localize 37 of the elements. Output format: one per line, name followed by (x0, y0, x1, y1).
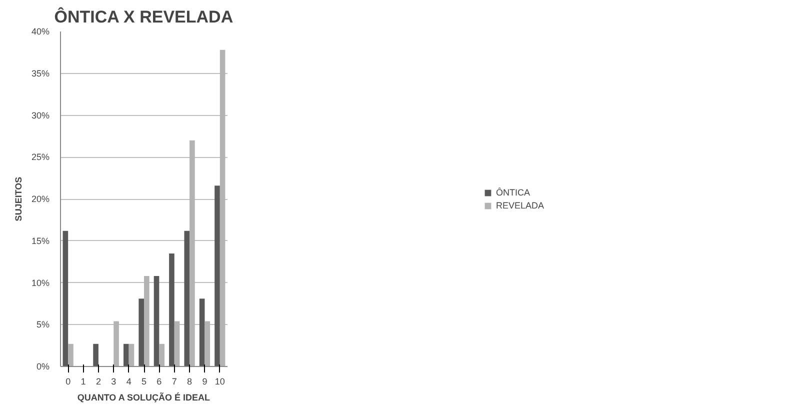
x-tick-label: 5 (141, 376, 147, 386)
bar (128, 344, 134, 366)
x-tick-label: 2 (96, 376, 101, 386)
bar (199, 298, 205, 366)
y-tick-label: 35% (31, 68, 50, 78)
y-tick-label: 30% (31, 110, 50, 120)
legend-label: REVELADA (496, 200, 544, 210)
bar (184, 230, 190, 366)
bar (154, 276, 160, 366)
x-axis-title: QUANTO A SOLUÇÃO É IDEAL (77, 392, 211, 402)
chart-title: ÔNTICA X REVELADA (54, 6, 234, 26)
x-tick-label: 10 (214, 376, 225, 386)
y-tick-label: 0% (36, 362, 50, 372)
x-tick-label: 1 (80, 376, 86, 386)
legend-label: ÔNTICA (496, 187, 530, 197)
bar (214, 186, 220, 366)
y-tick-label: 15% (31, 236, 50, 246)
bar (124, 344, 129, 366)
x-tick-label: 0 (66, 376, 71, 386)
bar (62, 230, 68, 366)
y-tick-label: 20% (31, 194, 50, 204)
x-tick-label: 6 (156, 376, 162, 386)
y-tick-label: 25% (31, 152, 50, 162)
x-tick-label: 8 (187, 376, 192, 386)
bar (159, 344, 164, 366)
bar (68, 344, 74, 366)
y-tick-label: 40% (31, 26, 50, 36)
x-tick-label: 4 (126, 376, 132, 386)
x-tick-label: 7 (172, 376, 177, 386)
x-tick-label: 3 (111, 376, 116, 386)
y-tick-label: 5% (36, 320, 50, 330)
y-axis-title: SUJEITOS (13, 176, 24, 222)
bar (169, 253, 174, 366)
bar (138, 298, 144, 366)
x-tick-label: 9 (202, 376, 208, 386)
y-tick-label: 10% (31, 278, 50, 288)
bar (93, 344, 98, 366)
